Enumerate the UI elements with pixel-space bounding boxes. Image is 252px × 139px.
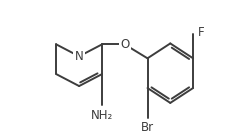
Text: N: N: [74, 50, 83, 63]
Text: NH₂: NH₂: [90, 109, 113, 122]
Text: F: F: [197, 26, 204, 39]
Text: O: O: [120, 38, 129, 51]
Text: Br: Br: [140, 121, 153, 134]
